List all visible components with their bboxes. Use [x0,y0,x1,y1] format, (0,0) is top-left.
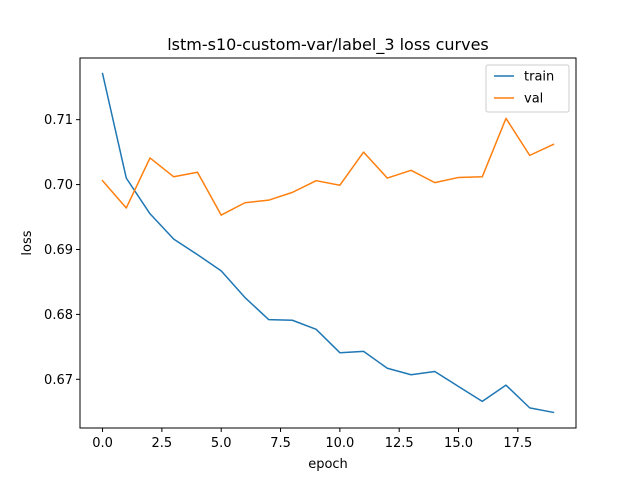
x-axis-label: epoch [308,457,348,472]
y-tick-label: 0.69 [44,243,73,258]
y-axis-label: loss [20,230,35,255]
legend-label-val: val [524,92,543,107]
x-tick-label: 10.0 [325,436,354,451]
series-line-val [101,117,555,216]
x-tick-label: 0.0 [92,436,113,451]
series-line-train [101,72,555,414]
plot-frame [79,57,577,429]
x-axis: 0.0 2.5 5.0 7.5 10.0 12.5 15.0 17.5 [92,428,532,451]
x-tick-label: 2.5 [152,436,173,451]
y-tick-label: 0.68 [44,308,73,323]
y-tick-label: 0.71 [44,113,73,128]
x-tick-label: 7.5 [270,436,291,451]
y-tick-label: 0.70 [44,178,73,193]
legend-label-train: train [524,70,554,85]
y-tick-label: 0.67 [44,373,73,388]
y-axis: 0.67 0.68 0.69 0.70 0.71 [44,113,80,388]
x-tick-label: 12.5 [385,436,414,451]
x-tick-label: 17.5 [503,436,532,451]
chart-title: lstm-s10-custom-var/label_3 loss curves [167,35,489,55]
plot-lines [101,72,555,414]
legend: train val [485,64,570,113]
x-tick-label: 5.0 [211,436,232,451]
x-tick-label: 15.0 [444,436,473,451]
